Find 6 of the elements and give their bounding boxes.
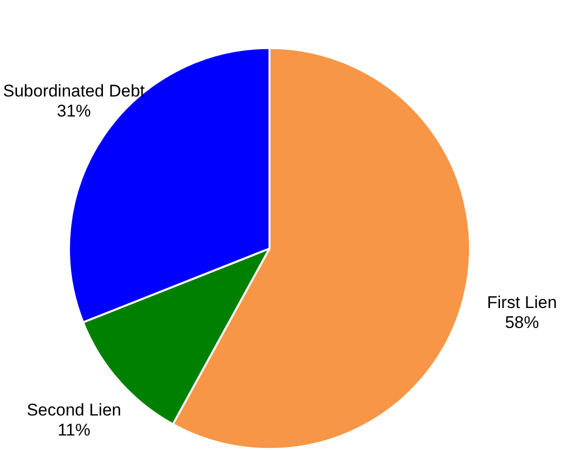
data-label: 11% — [58, 420, 90, 440]
data-label: 31% — [56, 102, 91, 121]
slice-label: Second Lien — [26, 400, 122, 420]
data-label: 58% — [504, 313, 539, 332]
slice-label: First Lien — [487, 293, 557, 312]
slice-label: Subordinated Debt — [2, 82, 146, 101]
